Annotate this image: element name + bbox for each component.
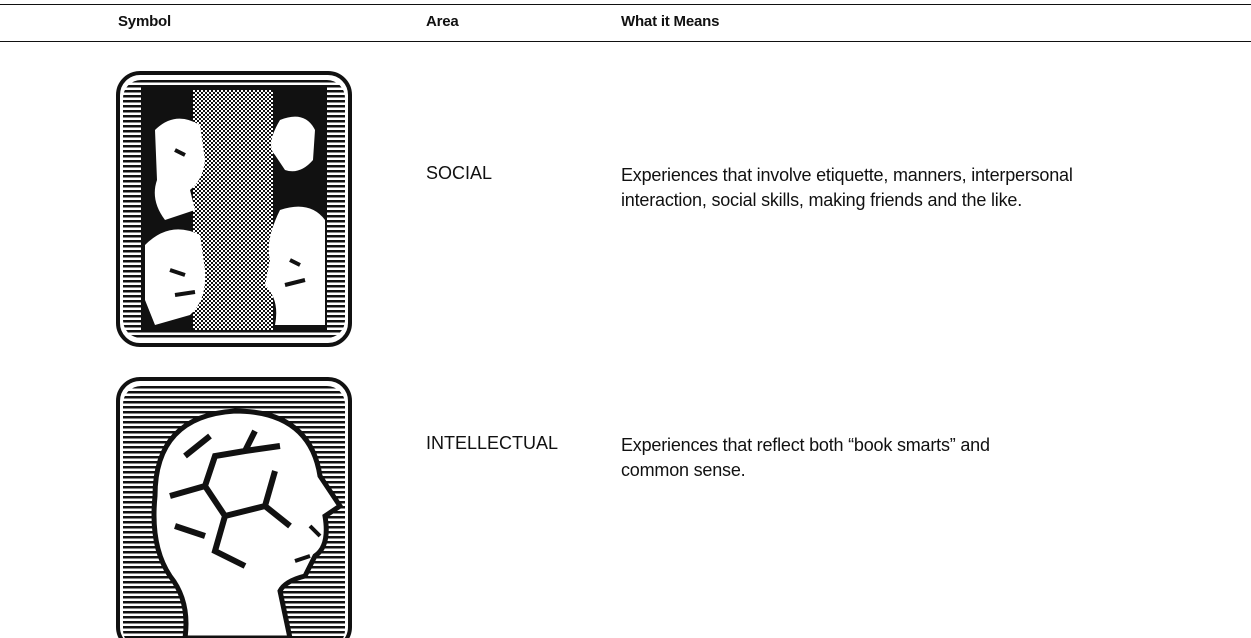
meaning-line: common sense. [621, 460, 746, 480]
social-icon [116, 71, 352, 347]
meaning-text: Experiences that involve etiquette, mann… [621, 163, 1073, 213]
intellectual-icon [116, 377, 352, 638]
header-area: Area [426, 13, 459, 30]
header-rule [0, 41, 1251, 42]
area-label: INTELLECTUAL [426, 433, 559, 453]
meaning-line: Experiences that involve etiquette, mann… [621, 165, 1073, 185]
header-meaning: What it Means [621, 13, 720, 30]
area-label: SOCIAL [426, 163, 493, 183]
meaning-line: Experiences that reflect both “book smar… [621, 435, 990, 455]
header-symbol: Symbol [118, 13, 171, 30]
top-rule [0, 4, 1251, 5]
meaning-line: interaction, social skills, making frien… [621, 190, 1022, 210]
meaning-text: Experiences that reflect both “book smar… [621, 433, 990, 483]
